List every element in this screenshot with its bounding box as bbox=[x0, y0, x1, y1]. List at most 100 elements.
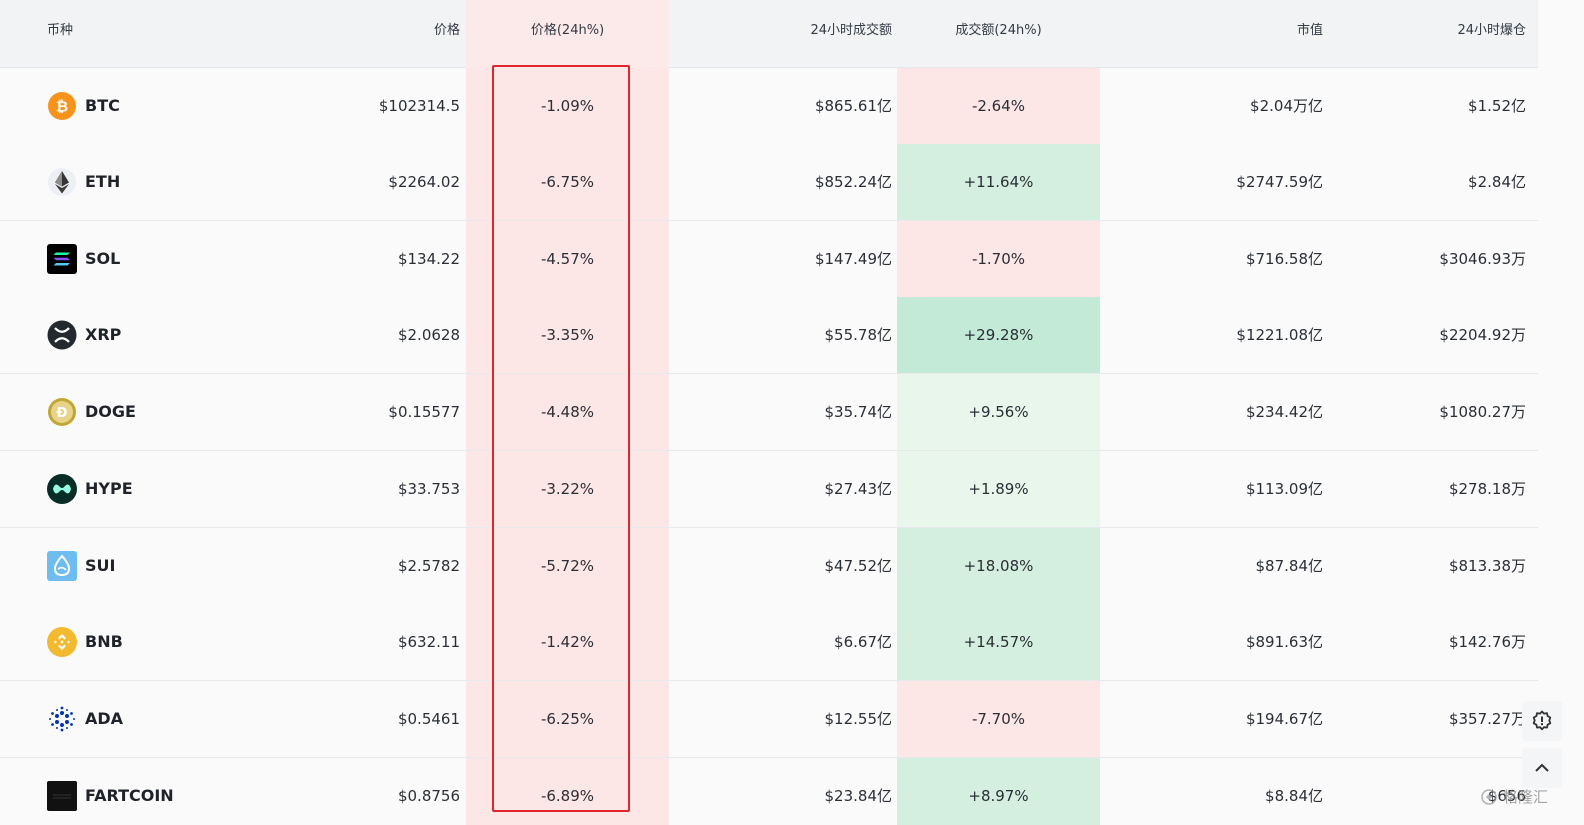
market-cap-cell: $113.09亿 bbox=[1245, 480, 1323, 498]
table-row[interactable]: ETH $2264.02 -6.75% $852.24亿 +11.64% $2747.59… bbox=[0, 144, 1538, 221]
price-cell: $0.8756 bbox=[397, 787, 460, 805]
market-cap-cell: $1221.08亿 bbox=[1236, 326, 1323, 344]
table-row[interactable]: XRP $2.0628 -3.35% $55.78亿 +29.28% $1221.08亿 $… bbox=[0, 297, 1538, 374]
price-change-bg bbox=[466, 221, 669, 297]
header-coin[interactable]: 币种 bbox=[47, 23, 74, 38]
price-change-cell: -5.72% bbox=[540, 557, 595, 575]
liquidation-cell: $813.38万 bbox=[1448, 557, 1526, 575]
price-change-cell: -3.35% bbox=[540, 326, 595, 344]
coin-cell[interactable]: SUI bbox=[47, 528, 115, 604]
volume-change-cell: +18.08% bbox=[963, 557, 1034, 575]
svg-text:₿: ₿ bbox=[56, 98, 68, 116]
price-change-cell: -1.09% bbox=[540, 97, 595, 115]
volume-change-cell: -7.70% bbox=[971, 710, 1026, 728]
volume-cell: $865.61亿 bbox=[814, 97, 892, 115]
price-change-bg bbox=[466, 297, 669, 373]
svg-text:Ð: Ð bbox=[57, 406, 68, 421]
cardano-icon bbox=[47, 704, 77, 734]
market-cap-cell: $716.58亿 bbox=[1245, 250, 1323, 268]
coin-symbol: XRP bbox=[85, 325, 122, 344]
price-cell: $0.5461 bbox=[397, 710, 460, 728]
volume-change-bg bbox=[897, 451, 1100, 527]
volume-change-bg bbox=[897, 758, 1100, 825]
price-cell: $134.22 bbox=[397, 250, 460, 268]
table-row[interactable]: Ð DOGE $0.15577 -4.48% $35.74亿 +9.56% $234.42亿… bbox=[0, 374, 1538, 451]
market-cap-cell: $194.67亿 bbox=[1245, 710, 1323, 728]
price-change-cell: -6.25% bbox=[540, 710, 595, 728]
coin-cell[interactable]: FARTCOIN bbox=[47, 758, 174, 825]
liquidation-cell: $278.18万 bbox=[1448, 480, 1526, 498]
crypto-market-table: 币种 价格 价格(24h%) 24小时成交额 成交额(24h%) 市值 24小时… bbox=[0, 0, 1538, 825]
price-change-cell: -6.75% bbox=[540, 173, 595, 191]
table-row[interactable]: HYPE $33.753 -3.22% $27.43亿 +1.89% $113.09亿 $2… bbox=[0, 451, 1538, 528]
price-change-bg bbox=[466, 681, 669, 757]
header-price-change[interactable]: 价格(24h%) bbox=[466, 0, 669, 68]
volume-change-cell: -2.64% bbox=[971, 97, 1026, 115]
coin-symbol: ADA bbox=[85, 709, 124, 728]
table-row[interactable]: SOL $134.22 -4.57% $147.49亿 -1.70% $716.58亿 $3… bbox=[0, 221, 1538, 298]
price-change-cell: -3.22% bbox=[540, 480, 595, 498]
volume-cell: $6.67亿 bbox=[834, 633, 892, 651]
settings-alert-icon bbox=[1532, 710, 1552, 731]
coin-symbol: HYPE bbox=[85, 479, 133, 498]
feedback-button[interactable] bbox=[1522, 701, 1562, 741]
chevron-up-icon bbox=[1535, 763, 1549, 772]
price-change-cell: -4.48% bbox=[540, 403, 595, 421]
volume-change-bg bbox=[897, 144, 1100, 220]
market-cap-cell: $234.42亿 bbox=[1245, 403, 1323, 421]
coin-symbol: FARTCOIN bbox=[85, 786, 174, 805]
market-cap-cell: $891.63亿 bbox=[1245, 633, 1323, 651]
header-market-cap[interactable]: 市值 bbox=[1296, 23, 1323, 38]
price-change-bg bbox=[466, 451, 669, 527]
coin-symbol: BTC bbox=[85, 96, 120, 115]
sui-icon bbox=[47, 551, 77, 581]
price-cell: $2.0628 bbox=[397, 326, 460, 344]
header-volume-change[interactable]: 成交额(24h%) bbox=[955, 23, 1042, 38]
coin-cell[interactable]: ₿ BTC bbox=[47, 68, 120, 144]
xrp-icon bbox=[47, 320, 77, 350]
coin-cell[interactable]: XRP bbox=[47, 297, 121, 373]
volume-change-bg bbox=[897, 604, 1100, 680]
back-to-top-button[interactable] bbox=[1522, 748, 1562, 788]
volume-change-cell: +8.97% bbox=[968, 787, 1029, 805]
coin-cell[interactable]: Ð DOGE bbox=[47, 374, 136, 450]
liquidation-cell: $1080.27万 bbox=[1439, 403, 1526, 421]
table-row[interactable]: FARTCOIN $0.8756 -6.89% $23.84亿 +8.97% $8.84亿… bbox=[0, 758, 1538, 825]
coin-symbol: DOGE bbox=[85, 402, 136, 421]
volume-change-cell: +1.89% bbox=[968, 480, 1029, 498]
header-price[interactable]: 价格 bbox=[433, 23, 460, 38]
ethereum-icon bbox=[47, 167, 77, 197]
liquidation-cell: $142.76万 bbox=[1448, 633, 1526, 651]
liquidation-cell: $2204.92万 bbox=[1439, 326, 1526, 344]
table-row[interactable]: BNB $632.11 -1.42% $6.67亿 +14.57% $891.63亿 $14… bbox=[0, 604, 1538, 681]
hyperliquid-icon bbox=[47, 474, 77, 504]
coin-cell[interactable]: BNB bbox=[47, 604, 123, 680]
coin-symbol: ETH bbox=[85, 172, 121, 191]
price-change-bg bbox=[466, 528, 669, 604]
table-row[interactable]: SUI $2.5782 -5.72% $47.52亿 +18.08% $87.84亿 $81… bbox=[0, 528, 1538, 605]
market-cap-cell: $8.84亿 bbox=[1265, 787, 1323, 805]
coin-cell[interactable]: HYPE bbox=[47, 451, 133, 527]
volume-cell: $27.43亿 bbox=[824, 480, 893, 498]
price-cell: $102314.5 bbox=[378, 97, 460, 115]
volume-change-bg bbox=[897, 221, 1100, 297]
header-volume[interactable]: 24小时成交额 bbox=[810, 23, 892, 38]
header-liquidation[interactable]: 24小时爆仓 bbox=[1457, 23, 1526, 38]
coin-cell[interactable]: SOL bbox=[47, 221, 120, 297]
market-cap-cell: $87.84亿 bbox=[1255, 557, 1324, 575]
liquidation-cell: $357.27万 bbox=[1448, 710, 1526, 728]
volume-cell: $55.78亿 bbox=[824, 326, 893, 344]
coin-cell[interactable]: ADA bbox=[47, 681, 123, 757]
table-row[interactable]: ₿ BTC $102314.5 -1.09% $865.61亿 -2.64% $2.04万亿… bbox=[0, 68, 1538, 145]
volume-change-cell: +29.28% bbox=[963, 326, 1034, 344]
price-change-bg bbox=[466, 374, 669, 450]
volume-change-bg bbox=[897, 68, 1100, 144]
table-row[interactable]: ADA $0.5461 -6.25% $12.55亿 -7.70% $194.67亿 $35… bbox=[0, 681, 1538, 758]
bnb-icon bbox=[47, 627, 77, 657]
volume-change-cell: +11.64% bbox=[963, 173, 1034, 191]
liquidation-cell: $2.84亿 bbox=[1468, 173, 1526, 191]
coin-cell[interactable]: ETH bbox=[47, 144, 120, 220]
price-change-bg bbox=[466, 758, 669, 825]
watermark: 格隆汇 bbox=[1480, 786, 1548, 807]
price-change-cell: -4.57% bbox=[540, 250, 595, 268]
